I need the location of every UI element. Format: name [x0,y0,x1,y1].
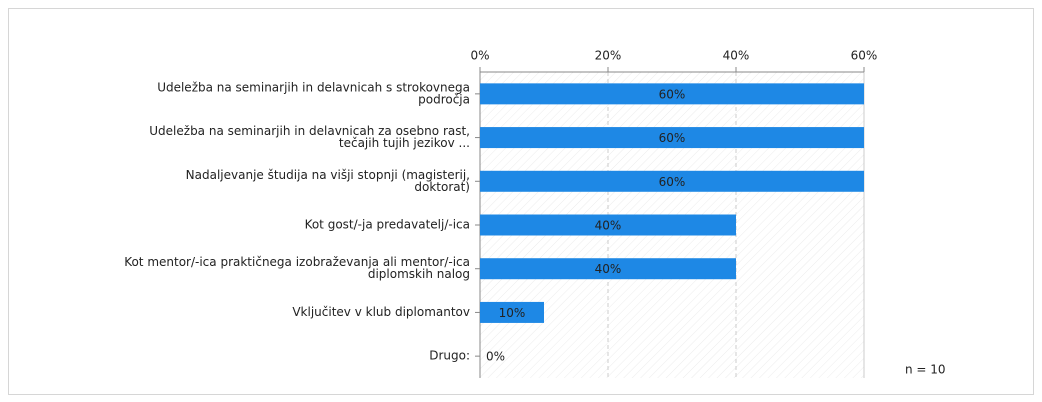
y-tick-label: diplomskih nalog [368,267,470,281]
bar [480,258,736,280]
bar [480,127,864,149]
data-label: 60% [659,131,686,145]
x-tick-label: 40% [723,49,750,63]
bar [480,170,864,192]
y-tick-label: Udeležba na seminarjih in delavnicah za … [149,124,470,138]
x-tick-label: 60% [851,49,878,63]
y-tick-label: Nadaljevanje študija na višji stopnji (m… [186,168,470,182]
y-tick-label: Drugo: [429,349,470,363]
y-tick-label: Vključitev v klub diplomantov [292,305,470,319]
y-tick-label: Udeležba na seminarjih in delavnicah s s… [157,80,470,94]
data-label: 10% [499,306,526,320]
bar [480,214,736,236]
data-label: 60% [659,175,686,189]
annotation: n = 10 [905,363,946,377]
data-label: 60% [659,87,686,101]
data-label: 40% [595,262,622,276]
frame [8,8,1034,395]
y-tick-label: Kot mentor/-ica praktičnega izobraževanj… [124,255,470,269]
y-tick-label: Kot gost/-ja predavatelj/-ica [305,218,470,232]
data-label: 0% [486,350,505,364]
data-label: 40% [595,219,622,233]
y-tick-label: doktorat) [414,180,470,194]
bar [480,301,544,323]
bar [480,83,864,105]
x-tick-label: 0% [470,49,489,63]
y-tick-label: tečajih tujih jezikov ... [339,136,470,150]
x-tick-label: 20% [595,49,622,63]
y-tick-label: področja [418,92,470,106]
